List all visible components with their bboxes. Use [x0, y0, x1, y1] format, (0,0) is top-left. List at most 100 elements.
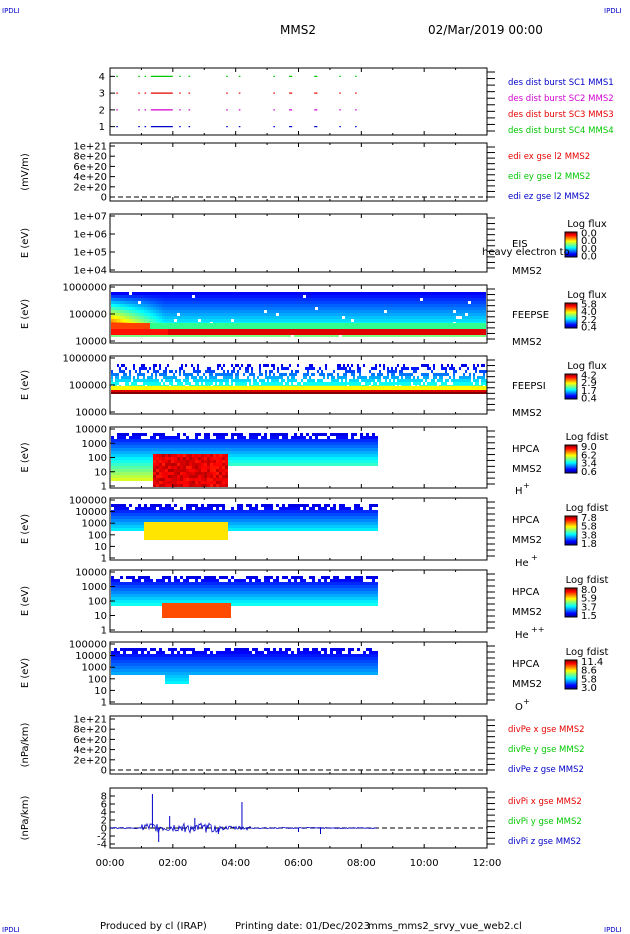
hpca_o-species: O — [515, 702, 523, 713]
hpca_hepp-ytick-label: 1 — [101, 626, 107, 637]
feepsi-colorbar-title: Log flux — [567, 361, 607, 372]
hpca_h-ylabel: E (eV) — [20, 442, 31, 472]
feepsi-ytick-label: 1000000 — [62, 354, 107, 365]
hpca_o-ytick-label: 10 — [94, 686, 107, 697]
edi-ytick-label: 1e+21 — [73, 142, 107, 153]
eis-ytick-label: 1e+07 — [73, 212, 107, 223]
footer-script-name: mms_mms2_srvy_vue_web2.cl — [368, 921, 522, 932]
hpca_he-ytick-label: 1000 — [82, 519, 107, 530]
hpca_he-ytick-label: 10 — [94, 542, 107, 553]
header-date: 02/Mar/2019 00:00 — [428, 23, 543, 37]
burst-ytick-label: 2 — [99, 105, 105, 116]
divpi-ytick-label: 2 — [101, 816, 107, 827]
edi-ytick-label: 4e+20 — [73, 172, 107, 183]
feepse-colorbar — [564, 302, 578, 329]
burst-ytick-label: 1 — [99, 122, 105, 133]
hpca_o-species-charge: + — [523, 697, 530, 706]
eis-instrument: EIS — [512, 239, 528, 250]
hpca_hepp-ylabel: E (eV) — [20, 586, 31, 616]
burst-ytick-label: 4 — [99, 72, 105, 83]
divpi-frame — [109, 787, 488, 849]
divpi-ytick-label: -2 — [97, 832, 107, 843]
x-tick-label: 04:00 — [221, 858, 250, 869]
feepse-colorbar-tick: 2.2 — [581, 315, 597, 326]
feepse-instrument: FEEPSE — [512, 310, 549, 321]
hpca_he-colorbar — [564, 515, 578, 546]
burst-legend-entry: des dist burst SC3 MMS3 — [508, 110, 614, 120]
edi-legend-entry: edi ex gse l2 MMS2 — [508, 152, 590, 162]
divpi-ylabel: (nPa/km) — [20, 796, 31, 841]
hpca_o-colorbar-tick: 5.8 — [581, 674, 597, 685]
hpca_he-ylabel: E (eV) — [20, 514, 31, 544]
hpca_he-ytick-label: 100000 — [69, 496, 107, 507]
hpca_h-ytick-label: 1000 — [82, 439, 107, 450]
hpca_he-colorbar-tick: 1.8 — [581, 539, 597, 550]
hpca_he-species: He — [515, 558, 529, 569]
edi-frame — [109, 142, 488, 202]
hpca_hepp-ytick-label: 10 — [94, 611, 107, 622]
hpca_h-instrument: HPCA — [512, 444, 540, 455]
hpca_h-ytick-label: 1 — [101, 482, 107, 493]
hpca_hepp-colorbar-tick: 5.9 — [581, 594, 597, 605]
corner-label-bottom-right: IPDLI — [604, 926, 622, 934]
eis-colorbar-title: Log flux — [567, 219, 607, 230]
hpca_o-ytick-label: 1000 — [82, 663, 107, 674]
x-tick-label: 06:00 — [284, 858, 313, 869]
hpca_o-sublabel: MMS2 — [512, 679, 542, 690]
hpca_he-colorbar-tick: 3.8 — [581, 530, 597, 541]
hpca_h-colorbar — [564, 444, 578, 474]
eis-colorbar-tick: 0.0 — [581, 251, 597, 262]
edi-legend-entry: edi ez gse l2 MMS2 — [508, 192, 590, 202]
x-tick-label: 08:00 — [347, 858, 376, 869]
feepse-colorbar-tick: 0.4 — [581, 322, 597, 333]
divpi-ytick-label: 8 — [101, 792, 107, 803]
feepsi-spectrogram — [111, 364, 487, 394]
eis-ytick-label: 1e+05 — [73, 248, 107, 259]
hpca_he-species-charge: + — [531, 553, 538, 562]
burst-legend-entry: des dist burst SC4 MMS4 — [508, 126, 614, 136]
hpca_hepp-ytick-label: 10000 — [75, 568, 107, 579]
divpe-ytick-label: 1e+21 — [73, 715, 107, 726]
feepse-ytick-label: 100000 — [69, 310, 107, 321]
x-tick-label: 02:00 — [158, 858, 187, 869]
hpca_hepp-species-charge: ++ — [531, 625, 544, 634]
hpca_he-colorbar-tick: 5.8 — [581, 522, 597, 533]
eis-colorbar — [564, 231, 578, 258]
divpi-trace — [110, 822, 378, 834]
feepse-ytick-label: 10000 — [75, 337, 107, 348]
hpca_he-ytick-label: 100 — [88, 530, 107, 541]
panel-hpca_hepp: 1 10 100 1000 10000 E (eV) Log fdist8.05.93.71… — [20, 568, 608, 642]
divpe-ytick-label: 2e+20 — [73, 755, 107, 766]
x-tick-label: 12:00 — [473, 858, 502, 869]
divpi-ytick-label: 4 — [101, 808, 107, 819]
burst-frame — [109, 67, 488, 136]
hpca_h-ytick-label: 10000 — [75, 425, 107, 436]
panel-burst: 1 2 3 4 des dist burst SC1 MMS1 des dist burs… — [99, 67, 614, 136]
hpca_h-spectrogram — [111, 433, 378, 487]
panel-hpca_h: 1 10 100 1000 10000 E (eV) Log fdist9.06.23.40… — [20, 425, 608, 498]
divpe-ylabel: (nPa/km) — [20, 723, 31, 768]
hpca_o-ytick-label: 10000 — [75, 651, 107, 662]
hpca_hepp-ytick-label: 1000 — [82, 582, 107, 593]
header-spacecraft: MMS2 — [280, 23, 316, 37]
footer-printing-date: Printing date: 01/Dec/2023 — [235, 921, 370, 932]
hpca_h-colorbar-tick: 9.0 — [581, 442, 597, 453]
hpca_h-species-charge: + — [523, 481, 530, 490]
eis-colorbar-tick: 0.0 — [581, 229, 597, 240]
feepsi-colorbar — [564, 373, 578, 400]
edi-ylabel: (mV/m) — [20, 153, 31, 191]
hpca_o-colorbar-tick: 3.0 — [581, 683, 597, 694]
feepse-colorbar-title: Log flux — [567, 290, 607, 301]
hpca_o-spectrogram — [111, 648, 378, 684]
corner-label-top-left: IPDLI — [2, 7, 20, 15]
hpca_hepp-spectrogram — [111, 576, 378, 618]
eis-frame — [109, 213, 488, 273]
divpi-ytick-label: 6 — [101, 800, 107, 811]
hpca_he-colorbar-tick: 7.8 — [581, 513, 597, 524]
burst-legend-entry: des dist burst SC1 MMS1 — [508, 78, 614, 88]
feepsi-ylabel: E (eV) — [20, 370, 31, 400]
